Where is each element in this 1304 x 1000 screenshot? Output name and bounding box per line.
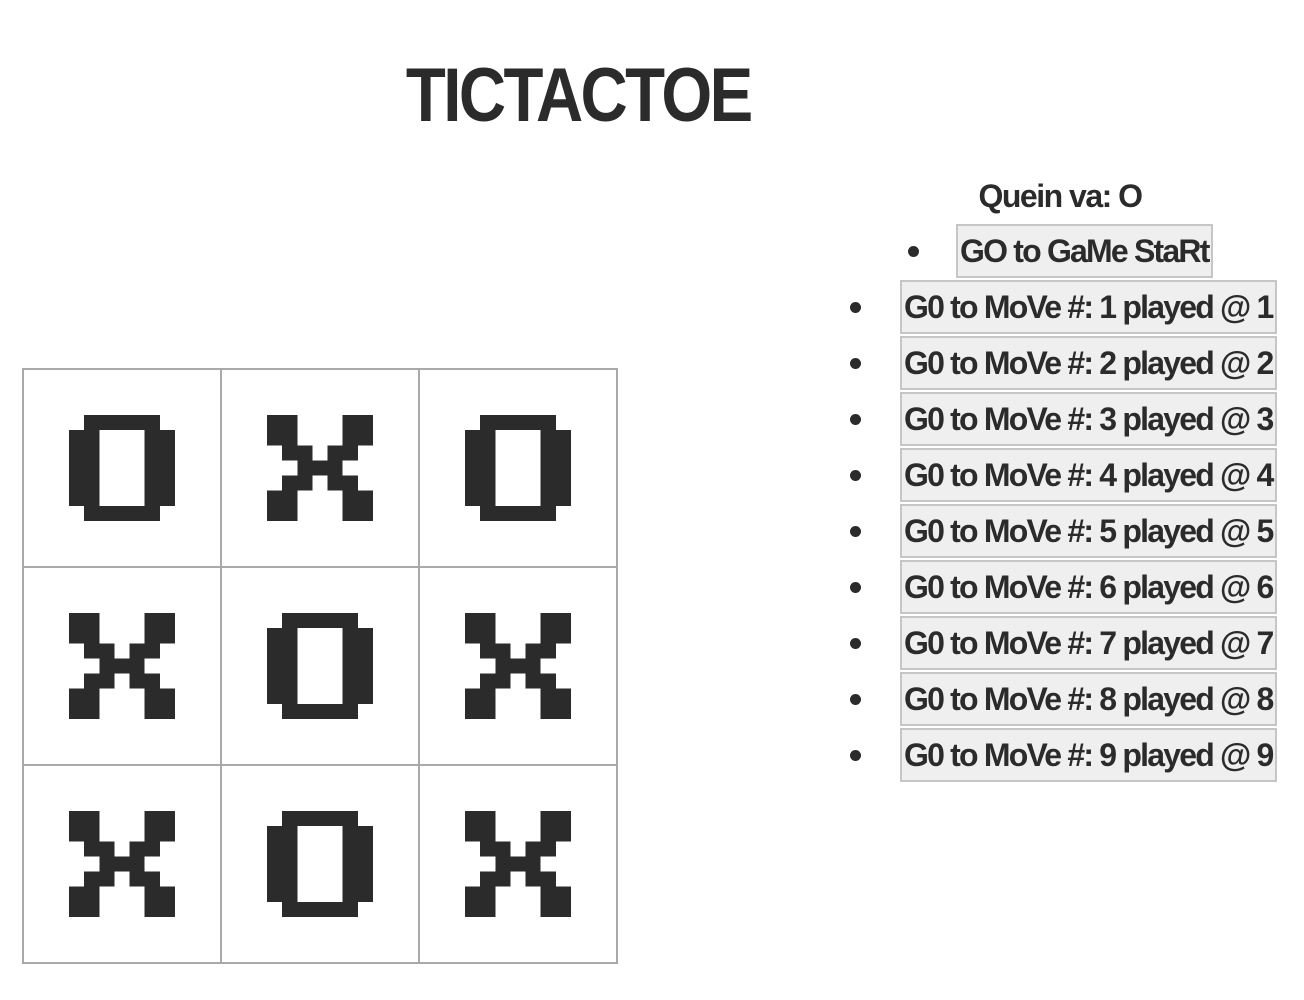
- board-cell-5[interactable]: [222, 568, 420, 766]
- go-to-move-4-button[interactable]: G0 to MoVe #: 4 played @ 4: [900, 448, 1277, 502]
- cell-mark: [267, 613, 373, 719]
- bullet-icon: [850, 302, 861, 313]
- go-to-move-8-button[interactable]: G0 to MoVe #: 8 played @ 8: [900, 672, 1277, 726]
- go-to-move-3-button[interactable]: G0 to MoVe #: 3 played @ 3: [900, 392, 1277, 446]
- cell-mark: [69, 613, 175, 719]
- bullet-icon: [850, 526, 861, 537]
- bullet-icon: [850, 414, 861, 425]
- cell-mark: [267, 415, 373, 521]
- board-cell-7[interactable]: [24, 766, 222, 964]
- o-mark-icon: [69, 415, 175, 521]
- cell-mark: [267, 811, 373, 917]
- go-to-move-5-button[interactable]: G0 to MoVe #: 5 played @ 5: [900, 504, 1277, 558]
- o-mark-icon: [267, 613, 373, 719]
- cell-mark: [69, 811, 175, 917]
- x-mark-icon: [267, 415, 373, 521]
- x-mark-icon: [465, 613, 571, 719]
- game-board: [22, 368, 618, 964]
- bullet-icon: [908, 246, 919, 257]
- board-cell-4[interactable]: [24, 568, 222, 766]
- bullet-icon: [850, 358, 861, 369]
- go-to-move-1-button[interactable]: G0 to MoVe #: 1 played @ 1: [900, 280, 1277, 334]
- cell-mark: [465, 811, 571, 917]
- cell-mark: [465, 613, 571, 719]
- next-player-status: Quein va: O: [978, 178, 1143, 214]
- o-mark-icon: [465, 415, 571, 521]
- cell-mark: [465, 415, 571, 521]
- board-cell-1[interactable]: [24, 370, 222, 568]
- board-cell-8[interactable]: [222, 766, 420, 964]
- go-to-move-7-button[interactable]: G0 to MoVe #: 7 played @ 7: [900, 616, 1277, 670]
- x-mark-icon: [465, 811, 571, 917]
- board-cell-3[interactable]: [420, 370, 618, 568]
- board-cell-2[interactable]: [222, 370, 420, 568]
- bullet-icon: [850, 638, 861, 649]
- bullet-icon: [850, 694, 861, 705]
- x-mark-icon: [69, 613, 175, 719]
- board-cell-9[interactable]: [420, 766, 618, 964]
- go-to-move-9-button[interactable]: G0 to MoVe #: 9 played @ 9: [900, 728, 1277, 782]
- bullet-icon: [850, 750, 861, 761]
- x-mark-icon: [69, 811, 175, 917]
- go-to-move-6-button[interactable]: G0 to MoVe #: 6 played @ 6: [900, 560, 1277, 614]
- bullet-icon: [850, 470, 861, 481]
- o-mark-icon: [267, 811, 373, 917]
- bullet-icon: [850, 582, 861, 593]
- cell-mark: [69, 415, 175, 521]
- go-to-move-2-button[interactable]: G0 to MoVe #: 2 played @ 2: [900, 336, 1277, 390]
- board-cell-6[interactable]: [420, 568, 618, 766]
- game-title: TICTACTOE: [405, 53, 753, 138]
- go-to-start-button[interactable]: GO to GaMe StaRt: [956, 224, 1213, 278]
